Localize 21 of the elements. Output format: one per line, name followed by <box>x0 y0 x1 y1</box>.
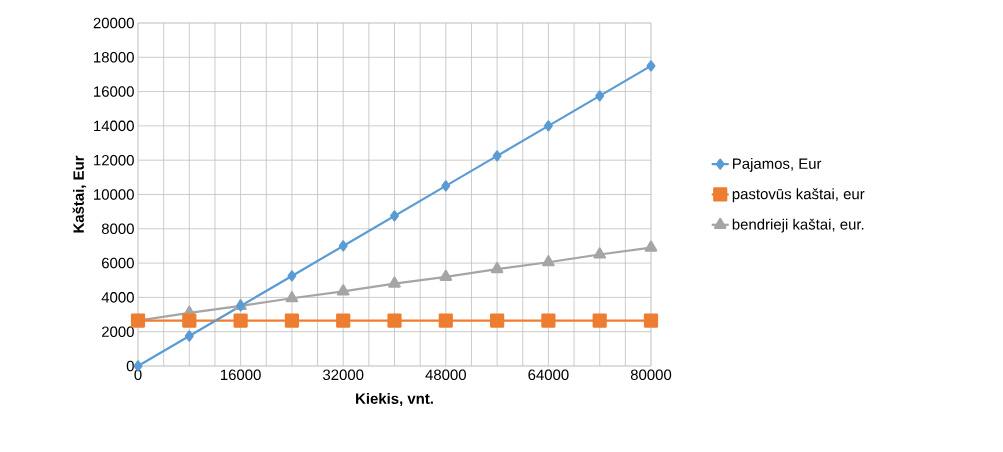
x-tick-label: 16000 <box>220 369 261 381</box>
x-axis-title: Kiekis, vnt. <box>356 392 433 407</box>
legend-label: pastovūs kaštai, eur <box>732 188 865 203</box>
y-axis-title: Kaštai, Eur <box>72 155 87 233</box>
y-tick-label: 0 <box>126 360 134 372</box>
y-tick-label: 8000 <box>101 223 134 235</box>
y-tick-label: 20000 <box>93 17 134 29</box>
legend-label: Pajamos, Eur <box>733 157 822 172</box>
y-tick-label: 18000 <box>94 51 134 63</box>
x-tick-label: 48000 <box>425 369 466 381</box>
y-tick-label: 16000 <box>94 86 134 97</box>
x-tick-label: 80000 <box>630 369 672 381</box>
x-tick-label: 32000 <box>322 369 364 381</box>
x-tick-label: 64000 <box>528 369 569 381</box>
y-tick-label: 6000 <box>102 257 134 269</box>
y-tick-label: 2000 <box>102 326 134 337</box>
y-tick-label: 12000 <box>94 154 134 166</box>
y-tick-label: 14000 <box>94 120 134 132</box>
y-tick-label: 10000 <box>94 189 134 200</box>
legend-label: bendrieji kaštai, eur. <box>732 218 864 233</box>
y-tick-label: 4000 <box>101 292 134 303</box>
